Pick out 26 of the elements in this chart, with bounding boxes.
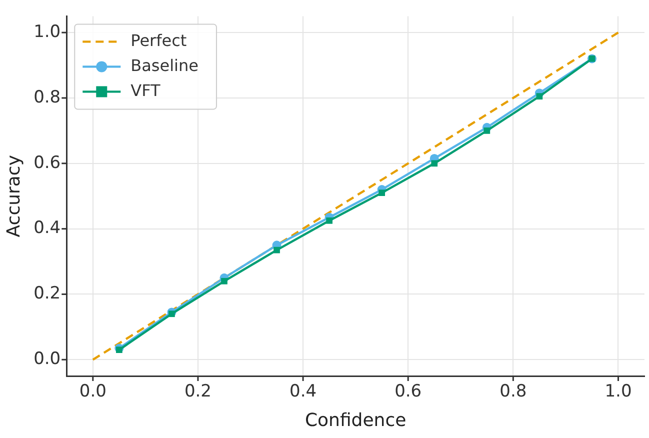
point (431, 160, 438, 167)
x-axis-title: Confidence (304, 410, 406, 431)
legend-label: Perfect (130, 30, 187, 50)
x-tick-label: 1.0 (604, 382, 632, 402)
point (378, 190, 386, 196)
y-tick-label: 0.6 (34, 152, 61, 173)
point (484, 128, 490, 134)
y-tick-label: 0.4 (34, 218, 61, 238)
x-tick-label: 0.6 (394, 382, 422, 402)
point (116, 346, 122, 354)
y-axis-title: Accuracy (3, 154, 24, 238)
x-tick-label: 0.4 (290, 382, 317, 402)
y-tick-label: 0.2 (34, 284, 61, 304)
legend-label: VFT (130, 80, 161, 100)
point (326, 217, 332, 224)
point (274, 246, 280, 254)
x-tick-label: 0.0 (79, 382, 106, 402)
y-tick-label: 0.0 (34, 349, 61, 370)
x-tick-label: 0.8 (500, 382, 527, 402)
y-tick-label: 0.8 (34, 87, 61, 108)
x-tick-label: 0.2 (184, 382, 212, 402)
point (168, 310, 175, 318)
legend-label: Baseline (130, 56, 198, 75)
point (221, 278, 228, 284)
point (536, 93, 543, 100)
y-tick-label: 1.0 (34, 22, 61, 42)
